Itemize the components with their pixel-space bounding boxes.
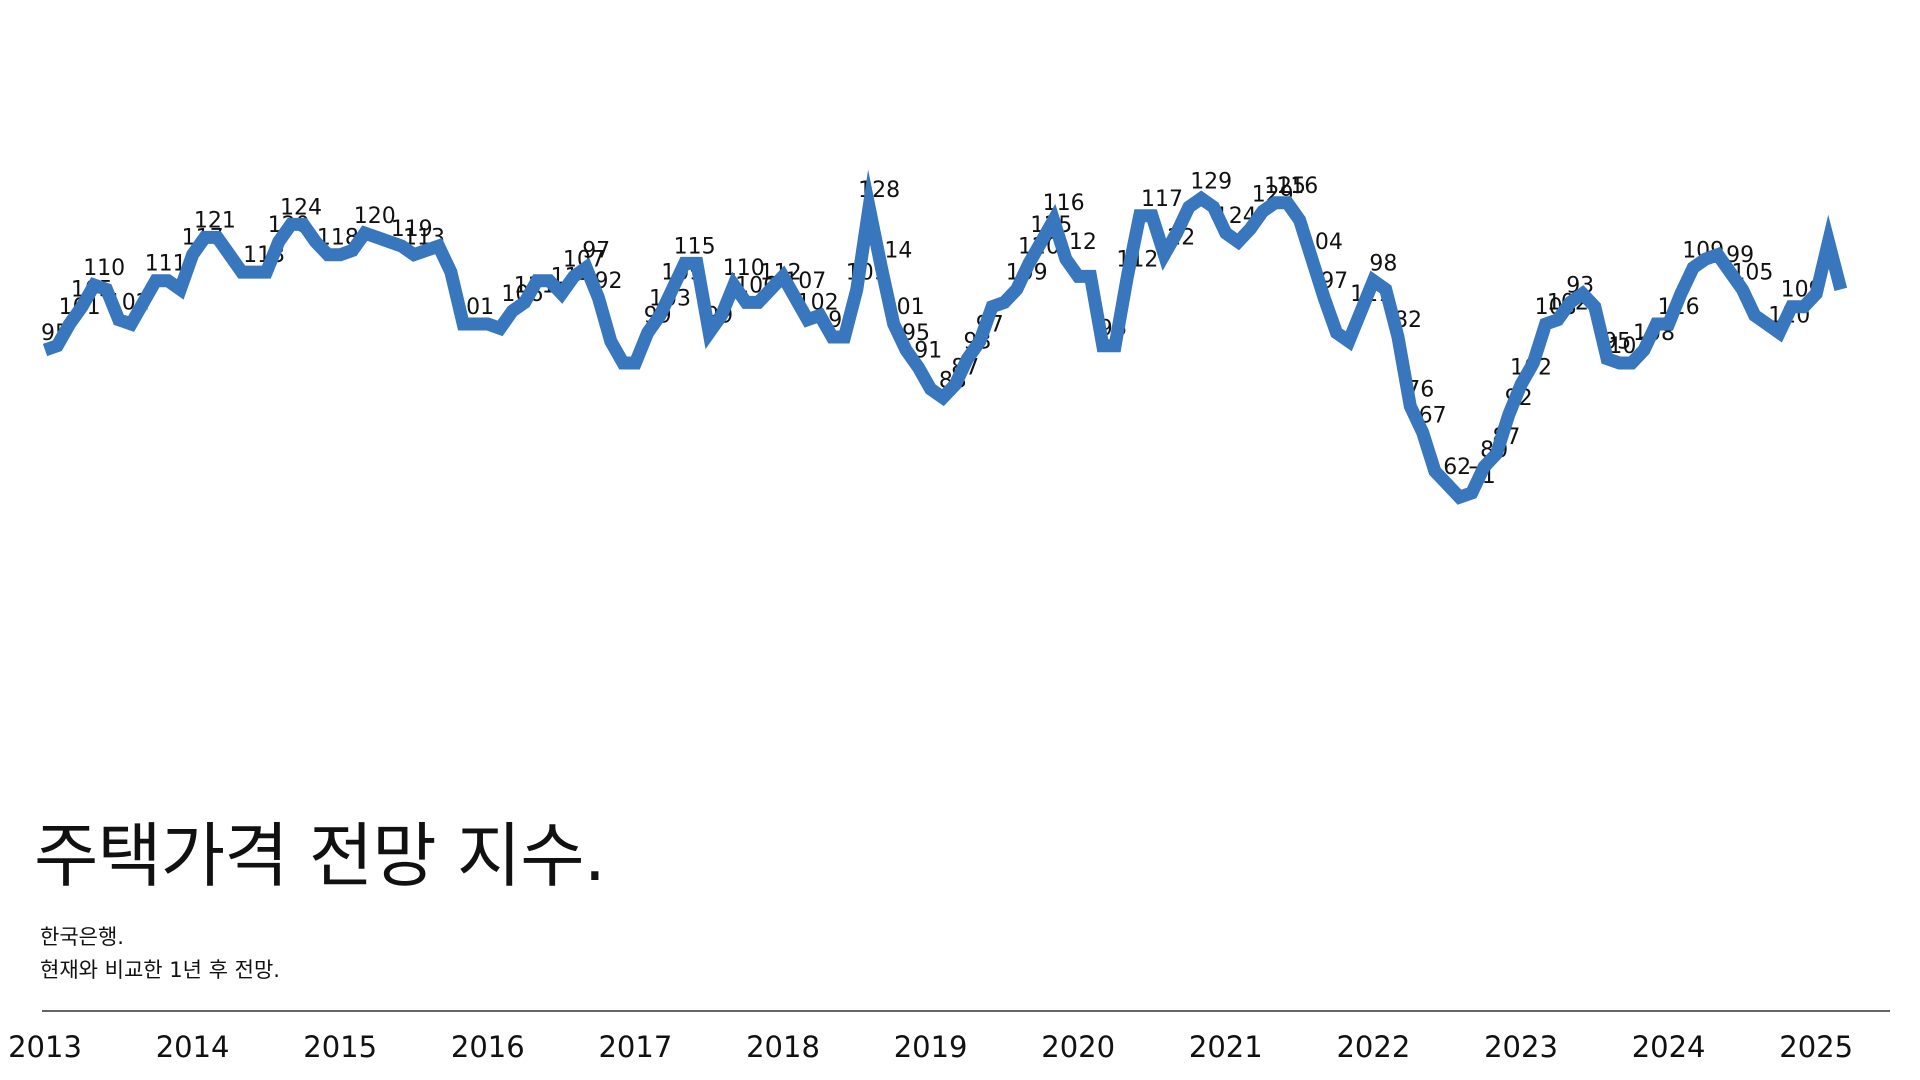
data-label: 116 — [1043, 191, 1085, 216]
x-tick-label: 2016 — [451, 1030, 525, 1064]
x-tick-label: 2023 — [1484, 1030, 1558, 1064]
x-tick-label: 2019 — [894, 1030, 968, 1064]
data-label: 125 — [1264, 174, 1306, 199]
subtitle-description: 현재와 비교한 1년 후 전망. — [40, 958, 280, 982]
data-label: 129 — [1190, 169, 1232, 194]
x-tick-label: 2020 — [1041, 1030, 1115, 1064]
x-tick-label: 2025 — [1779, 1030, 1853, 1064]
data-label: 116 — [1276, 174, 1318, 199]
data-label: 115 — [674, 234, 716, 259]
x-tick-label: 2014 — [156, 1030, 230, 1064]
x-tick-label: 2022 — [1336, 1030, 1410, 1064]
x-tick-label: 2013 — [8, 1030, 82, 1064]
x-axis: 2013 2014 2015 2016 2017 2018 2019 2020 2021 2022… — [8, 1010, 1890, 1064]
x-tick-label: 2018 — [746, 1030, 820, 1064]
data-label: 110 — [723, 256, 765, 281]
series-line — [42, 169, 1848, 505]
data-label: 124 — [280, 195, 322, 220]
x-tick-label: 2017 — [598, 1030, 672, 1064]
data-label: 117 — [1141, 187, 1183, 212]
data-label: 121 — [194, 208, 236, 233]
data-label: 120 — [354, 204, 396, 229]
data-label: 110 — [83, 256, 125, 281]
data-label-layer: 9510110511010211111712111312012411812011… — [41, 169, 1823, 489]
series-line-layer — [42, 169, 1848, 505]
x-tick-label: 2024 — [1632, 1030, 1706, 1064]
subtitle-source: 한국은행. — [40, 925, 124, 949]
x-tick-label: 2015 — [303, 1030, 377, 1064]
data-label: 98 — [1369, 252, 1397, 277]
x-tick-label: 2021 — [1189, 1030, 1263, 1064]
chart-title: 주택가격 전망 지수. — [34, 815, 606, 897]
